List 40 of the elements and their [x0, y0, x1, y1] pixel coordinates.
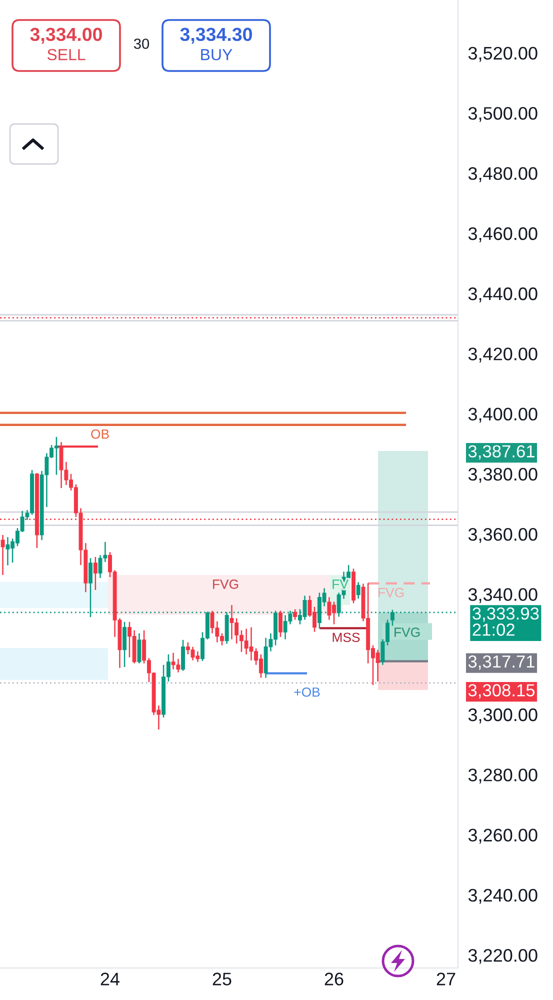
- annotation: 3,334.00 SELL: [30, 28, 102, 60]
- candlestick: [0, 534, 5, 576]
- y-tick-label: 3,280.00: [468, 768, 538, 784]
- annotation: FVG: [394, 628, 420, 637]
- annotation: MSS: [332, 632, 360, 642]
- ref-line-label: 3,333.93 21:02: [472, 607, 539, 636]
- annotation: +OB: [294, 687, 320, 697]
- y-tick-label: 3,308.15: [468, 684, 535, 698]
- y-tick-label: 3,380.00: [468, 468, 538, 483]
- y-tick-label: 3,317.71: [468, 655, 534, 670]
- y-tick-label: 3,520.00: [468, 46, 538, 62]
- y-tick-label: 3,400.00: [468, 408, 538, 423]
- y-tick-label: 3,300.00: [468, 708, 538, 724]
- candlestick: [122, 621, 127, 668]
- y-tick-label: 3,480.00: [468, 167, 538, 182]
- candlestick: [293, 608, 298, 620]
- annotation: 30: [134, 38, 150, 49]
- candlestick: [356, 582, 360, 600]
- annotation: 3,334.30 BUY: [180, 28, 252, 60]
- candlestick: [137, 632, 142, 664]
- candlestick: [278, 610, 282, 638]
- y-tick-label: 3,360.00: [468, 528, 538, 543]
- candlestick: [181, 639, 186, 672]
- y-tick-label: 3,340.00: [468, 588, 538, 604]
- x-tick-label: 24: [100, 972, 120, 986]
- candlestick: [93, 556, 98, 591]
- y-tick-label: 3,220.00: [468, 949, 538, 964]
- y-tick-label: 3,240.00: [468, 888, 538, 904]
- x-tick-label: 27: [436, 972, 456, 986]
- x-tick-label: 25: [212, 972, 232, 986]
- y-tick-label: 3,387.61: [468, 445, 534, 460]
- annotation: OB: [91, 429, 109, 439]
- y-tick-label: 3,420.00: [468, 348, 538, 362]
- annotation: FVG: [212, 579, 238, 589]
- y-tick-label: 3,260.00: [468, 828, 538, 844]
- y-tick-label: 3,440.00: [468, 287, 538, 302]
- annotation: FVG: [378, 588, 404, 598]
- x-tick-label: 26: [324, 972, 344, 986]
- y-tick-label: 3,460.00: [468, 227, 538, 242]
- y-tick-label: 3,500.00: [468, 107, 538, 122]
